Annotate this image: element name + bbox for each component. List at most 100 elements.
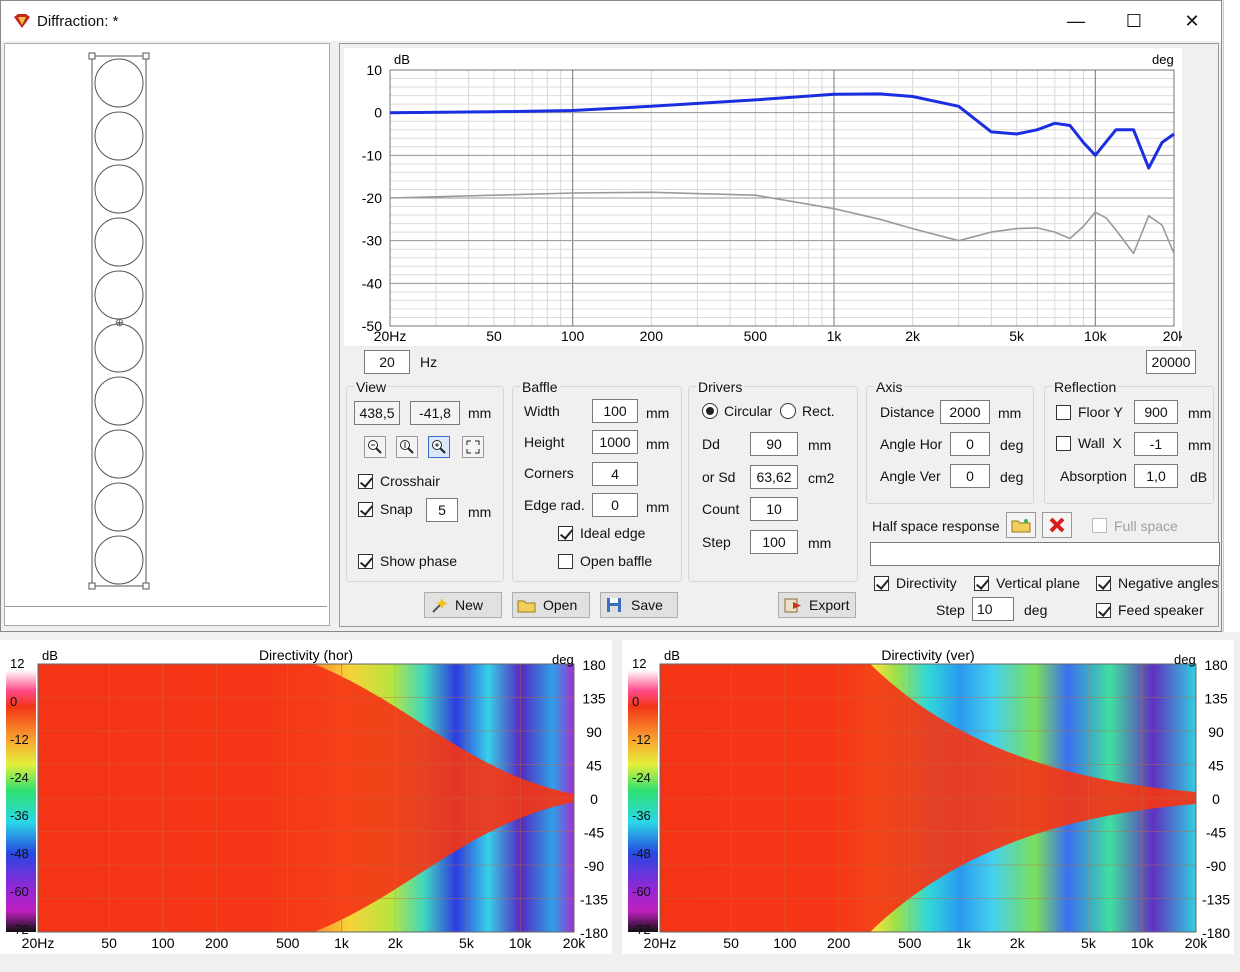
snap-checkbox[interactable] (358, 502, 373, 517)
frequency-response-plot[interactable]: 100-10-20-30-40-50180120600-60-120-18020… (344, 48, 1218, 346)
floor-field[interactable]: 900 (1134, 400, 1178, 424)
open-folder-icon[interactable] (1006, 512, 1036, 538)
frequency-response-chart[interactable]: 100-10-20-30-40-50180120600-60-120-18020… (344, 48, 1218, 346)
crosshair-checkbox[interactable] (358, 474, 373, 489)
zoom-in-icon[interactable] (428, 436, 450, 458)
circular-radio[interactable] (702, 403, 718, 419)
fit-icon[interactable] (462, 436, 484, 458)
distance-label: Distance (880, 404, 935, 420)
height-field[interactable]: 1000 (592, 430, 638, 454)
color-scale-label: -24 (632, 770, 651, 785)
angle-label: 180 (1204, 657, 1228, 673)
vertical-plane-checkbox[interactable] (974, 576, 989, 591)
rect-label: Rect. (802, 403, 835, 419)
clear-icon[interactable] (1042, 512, 1072, 538)
color-scale-label: 0 (10, 694, 17, 709)
edge-field[interactable]: 0 (592, 493, 638, 517)
dir-step-unit: deg (1024, 602, 1048, 618)
heatmap-unit-left: dB (42, 648, 58, 663)
angle-label: 45 (586, 758, 602, 774)
baffle-canvas[interactable]: ⊕ (4, 43, 330, 626)
angle-hor-field[interactable]: 0 (950, 432, 990, 456)
maximize-button[interactable]: ☐ (1125, 10, 1143, 31)
y-tick-label-left: 0 (374, 105, 382, 121)
sd-field[interactable]: 63,62 (750, 465, 798, 489)
drivers-group-title: Drivers (696, 379, 745, 395)
x-tick-label: 100 (561, 328, 585, 344)
angle-ver-field[interactable]: 0 (950, 464, 990, 488)
negative-angles-checkbox[interactable] (1096, 576, 1111, 591)
heatmap-unit-right: deg (1174, 652, 1196, 667)
heatmap-title: Directivity (ver) (881, 647, 974, 663)
half-space-label: Half space response (872, 518, 1000, 534)
width-field[interactable]: 100 (592, 399, 638, 423)
corners-label: Corners (524, 465, 574, 481)
heatmap-x-tick: 1k (956, 935, 972, 951)
count-field[interactable]: 10 (750, 497, 798, 521)
directivity-ver-heatmap[interactable]: 12 0 -12 -24 -36 -48 -60 -72 180 135 90 45 0 -45 -90 -1… (622, 640, 1234, 954)
wall-field[interactable]: -1 (1134, 432, 1178, 456)
show-phase-checkbox[interactable] (358, 554, 373, 569)
heatmap-x-tick: 1k (334, 935, 350, 951)
half-space-file-field[interactable] (870, 542, 1220, 566)
directivity-hor-heatmap[interactable]: 12 0 -12 -24 -36 -48 -60 -72 180 135 90 45 0 -45 -90 -1… (0, 640, 612, 954)
export-button[interactable]: Export (778, 592, 856, 618)
open-button[interactable]: Open (512, 592, 590, 618)
floor-checkbox[interactable] (1056, 405, 1071, 420)
dir-step-label: Step (936, 602, 965, 618)
snap-field[interactable]: 5 (426, 498, 458, 522)
wall-checkbox[interactable] (1056, 436, 1071, 451)
distance-field[interactable]: 2000 (940, 400, 990, 424)
edge-unit: mm (646, 499, 670, 515)
app-logo-icon (14, 14, 30, 28)
dd-field[interactable]: 90 (750, 432, 798, 456)
phase-curve (389, 191, 1175, 255)
x-tick-label: 20Hz (374, 328, 407, 344)
dir-step-field[interactable]: 10 (972, 597, 1014, 621)
minimize-button[interactable]: — (1067, 10, 1085, 31)
heatmap-x-tick: 100 (151, 935, 175, 951)
folder-icon (517, 600, 536, 613)
new-button[interactable]: New (424, 592, 502, 618)
y-unit-left: dB (394, 52, 410, 67)
angle-label: 135 (1204, 691, 1228, 707)
rect-radio[interactable] (780, 403, 796, 419)
diffraction-window: Diffraction: * — ☐ ✕ ⊕ 10 0 -10 -20 -30 -40 -5… (0, 0, 1222, 632)
corners-field[interactable]: 4 (592, 462, 638, 486)
new-button-label: New (455, 597, 484, 613)
cursor-x-field: 438,5 (354, 401, 400, 425)
full-space-checkbox[interactable] (1092, 518, 1107, 533)
wall-unit: mm (1188, 437, 1212, 453)
angle-label: -45 (1206, 825, 1226, 841)
baffle-group-title: Baffle (520, 379, 560, 395)
x-tick-label: 50 (486, 328, 502, 344)
directivity-hor-panel[interactable]: 12 0 -12 -24 -36 -48 -60 -72 180 135 90 45 0 -45 -90 -1… (0, 640, 612, 954)
y-tick-label-left: -50 (362, 318, 382, 334)
zoom-out-icon[interactable] (364, 436, 386, 458)
x-tick-label: 20k (1163, 328, 1182, 344)
heatmap-x-tick: 50 (723, 935, 739, 951)
baffle-drawing[interactable]: ⊕ (5, 44, 329, 604)
heatmap-frame (37, 663, 575, 933)
directivity-ver-panel[interactable]: 12 0 -12 -24 -36 -48 -60 -72 180 135 90 45 0 -45 -90 -1… (622, 640, 1234, 954)
freq-max-field[interactable]: 20000 (1146, 350, 1196, 374)
ideal-edge-checkbox[interactable] (558, 526, 573, 541)
close-button[interactable]: ✕ (1184, 10, 1200, 31)
angle-label: 90 (586, 724, 602, 740)
directivity-label: Directivity (896, 575, 957, 591)
absorption-field[interactable]: 1,0 (1134, 464, 1178, 488)
feed-speaker-checkbox[interactable] (1096, 603, 1111, 618)
driver-circle (94, 323, 144, 373)
save-button[interactable]: Save (600, 592, 678, 618)
freq-min-field[interactable]: 20 (364, 350, 410, 374)
title-bar: Diffraction: * — ☐ ✕ (1, 1, 1221, 41)
angle-label: -135 (1202, 892, 1230, 908)
color-scale-label: 12 (10, 656, 24, 671)
directivity-checkbox[interactable] (874, 576, 889, 591)
zoom-extents-icon[interactable] (396, 436, 418, 458)
x-tick-label: 10k (1084, 328, 1108, 344)
show-phase-label: Show phase (380, 553, 458, 569)
open-baffle-checkbox[interactable] (558, 554, 573, 569)
step-field[interactable]: 100 (750, 530, 798, 554)
heatmap-x-tick: 500 (898, 935, 922, 951)
